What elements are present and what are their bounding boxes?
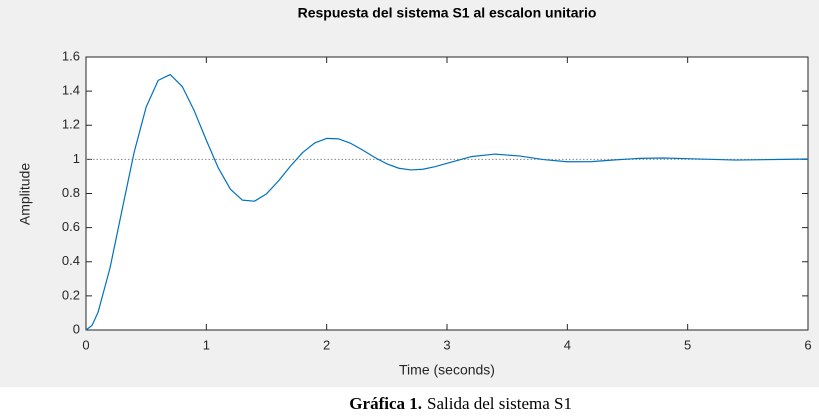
x-tick-label: 1 bbox=[203, 337, 210, 352]
y-tick-label: 0.8 bbox=[62, 185, 80, 200]
x-tick-label: 3 bbox=[443, 337, 450, 352]
plot-area bbox=[85, 56, 809, 331]
caption-label: Gráfica 1. bbox=[349, 394, 422, 413]
y-tick-label: 0.2 bbox=[62, 287, 80, 302]
y-tick-label: 1 bbox=[73, 151, 80, 166]
x-tick-label: 4 bbox=[564, 337, 571, 352]
y-tick-label: 1.2 bbox=[62, 117, 80, 132]
y-axis-label: Amplitude bbox=[17, 163, 33, 225]
x-tick-label: 6 bbox=[804, 337, 811, 352]
y-tick-label: 1.4 bbox=[62, 83, 80, 98]
chart-title: Respuesta del sistema S1 al escalon unit… bbox=[298, 5, 597, 21]
y-tick-label: 0.4 bbox=[62, 253, 80, 268]
x-axis-label: Time (seconds) bbox=[399, 362, 495, 378]
caption-text: Salida del sistema S1 bbox=[427, 394, 572, 413]
y-tick-label: 0 bbox=[73, 321, 80, 336]
series-line bbox=[85, 73, 809, 331]
y-tick-label: 1.6 bbox=[62, 48, 80, 63]
x-tick-label: 0 bbox=[82, 337, 89, 352]
x-tick-label: 2 bbox=[323, 337, 330, 352]
x-tick-label: 5 bbox=[684, 337, 691, 352]
y-tick-label: 0.6 bbox=[62, 219, 80, 234]
